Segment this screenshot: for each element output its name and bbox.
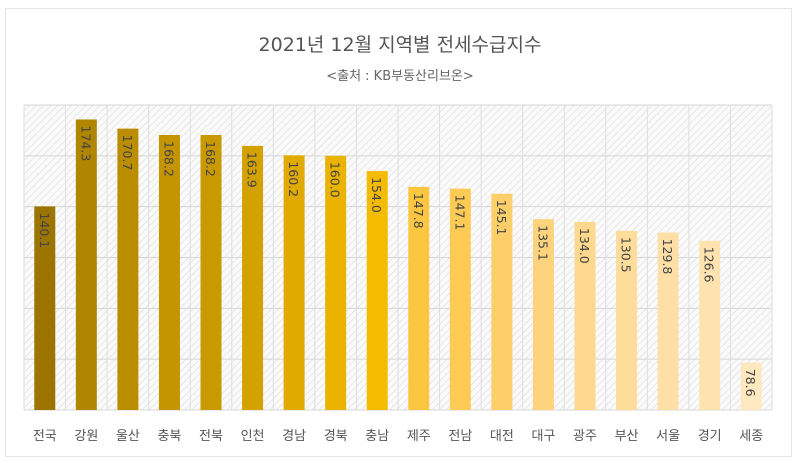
x-tick-label: 부산 — [615, 429, 639, 444]
bar-전국 — [34, 206, 56, 410]
data-label: 163.9 — [245, 152, 260, 188]
x-tick-label: 경기 — [698, 429, 722, 444]
data-label: 154.0 — [369, 177, 384, 213]
x-tick-label: 충남 — [365, 429, 389, 444]
bar-제주 — [408, 186, 430, 410]
chart-subtitle: <출처 : KB부동산리브온> — [326, 69, 474, 84]
x-tick-label: 울산 — [116, 429, 140, 444]
data-label: 126.6 — [702, 247, 717, 283]
bar-대구 — [532, 219, 554, 410]
x-tick-label: 서울 — [656, 429, 680, 444]
data-label: 134.0 — [577, 228, 592, 264]
bar-울산 — [117, 128, 139, 410]
data-label: 78.6 — [743, 369, 758, 397]
x-tick-label: 광주 — [573, 429, 597, 444]
x-tick-label: 대전 — [490, 429, 514, 444]
bar-광주 — [574, 221, 596, 410]
data-label: 130.5 — [619, 237, 634, 273]
bar-전남 — [449, 188, 471, 410]
bar-경북 — [325, 155, 347, 410]
data-label: 140.1 — [37, 212, 52, 248]
bar-인천 — [242, 145, 264, 410]
data-label: 129.8 — [660, 239, 675, 275]
x-tick-label: 전남 — [448, 429, 472, 444]
x-tick-label: 경남 — [282, 429, 306, 444]
bar-전북 — [200, 134, 222, 410]
x-tick-label: 전북 — [199, 429, 223, 444]
data-label: 135.1 — [535, 225, 550, 261]
data-label: 147.8 — [411, 193, 426, 229]
data-label: 168.2 — [161, 141, 176, 177]
chart-title: 2021년 12월 지역별 전세수급지수 — [258, 34, 542, 56]
bar-대전 — [491, 193, 513, 410]
data-label: 147.1 — [452, 195, 467, 231]
data-label: 145.1 — [494, 200, 509, 236]
x-tick-label: 인천 — [241, 429, 265, 444]
bar-충북 — [158, 134, 180, 410]
x-tick-label: 전국 — [33, 429, 57, 444]
data-label: 168.2 — [203, 141, 218, 177]
data-label: 170.7 — [120, 135, 135, 171]
bar-서울 — [657, 232, 679, 410]
bar-충남 — [366, 171, 388, 410]
bar-부산 — [616, 230, 638, 410]
bar-경남 — [283, 155, 305, 410]
bar-경기 — [699, 240, 721, 410]
x-tick-label: 제주 — [407, 429, 431, 444]
data-label: 160.2 — [286, 161, 301, 197]
data-label: 174.3 — [78, 125, 93, 161]
x-tick-label: 강원 — [74, 429, 98, 444]
data-label: 160.0 — [328, 162, 343, 198]
x-tick-label: 경북 — [324, 429, 348, 444]
bar-세종 — [740, 362, 762, 410]
x-tick-label: 세종 — [739, 429, 763, 444]
bar-강원 — [75, 119, 97, 411]
x-tick-label: 대구 — [531, 429, 555, 444]
x-tick-label: 충북 — [157, 429, 181, 444]
